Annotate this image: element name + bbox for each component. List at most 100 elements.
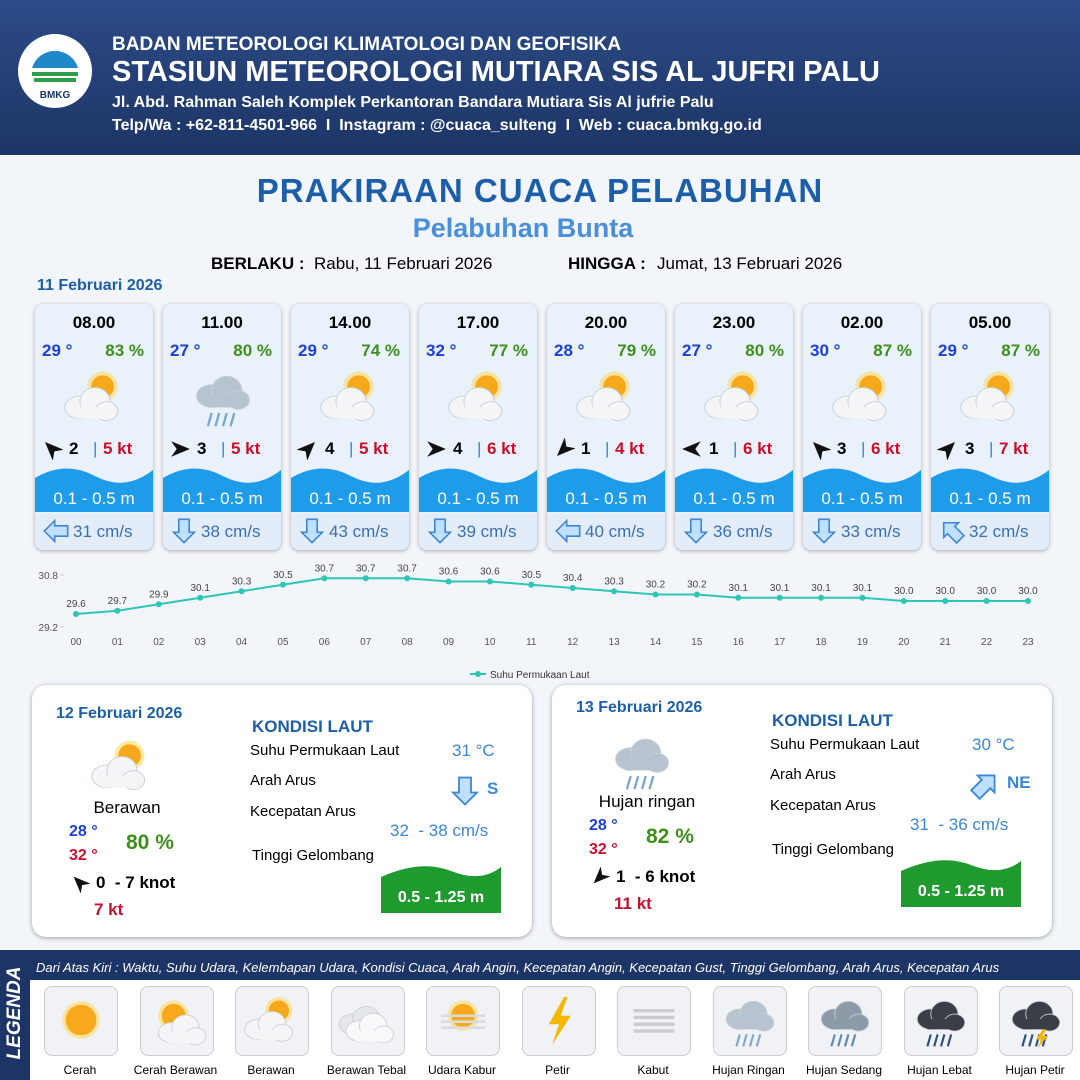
sst-point <box>197 594 204 601</box>
value-label: 30.1 <box>190 583 210 594</box>
date: 13 Februari 2026 <box>576 699 703 716</box>
wave-height: 0.1 - 0.5 m <box>437 489 519 508</box>
separator: | <box>605 439 610 458</box>
cloud <box>344 1012 394 1044</box>
air-temp: 29 ° <box>938 341 969 360</box>
arrow <box>555 518 581 544</box>
time: 14.00 <box>328 313 372 332</box>
speed: 31 - 36 cm/s <box>910 815 1009 834</box>
x-tick-label: 09 <box>443 637 455 648</box>
value-label: 30.7 <box>315 563 335 574</box>
contact: Telp/Wa : +62-811-4501-966 I Instagram :… <box>112 117 762 134</box>
sst-point <box>155 601 162 608</box>
arrow <box>297 441 316 460</box>
separator: | <box>989 439 994 458</box>
gust: 5 kt <box>231 439 261 458</box>
arrow <box>427 518 453 544</box>
sst-point <box>693 591 700 598</box>
x-tick-label: 16 <box>733 637 745 648</box>
wave-height: 0.5 - 1.25 m <box>397 889 485 906</box>
arrow <box>683 518 709 544</box>
weather-icon <box>704 371 759 422</box>
legend-icon-box <box>903 986 978 1056</box>
value-label: 30.0 <box>894 586 914 597</box>
bolt <box>1036 1029 1048 1049</box>
arrow <box>682 441 701 457</box>
arrow <box>427 441 446 457</box>
wave-height: 0.1 - 0.5 m <box>565 489 647 508</box>
weather-icon <box>832 371 887 422</box>
humidity: 80 % <box>126 831 174 854</box>
value-label: 30.7 <box>397 563 417 574</box>
weather-icon <box>338 1005 394 1044</box>
air-temp: 30 ° <box>810 341 841 360</box>
wave <box>291 468 409 512</box>
current-arrow <box>43 518 69 544</box>
current-speed: 36 cm/s <box>713 522 773 541</box>
legend-icon-box <box>235 986 309 1056</box>
value-label: 30.6 <box>439 567 459 578</box>
rain <box>734 1034 741 1047</box>
sst-chart: 29.2 30.8 00 01 02 03 04 05 06 07 08 09 10 11 12 13 14 15… <box>39 563 1039 681</box>
forecast-card: 08.00 29 ° 83 % 2 | 5 kt 0.1 - 0.5 m 31 cm/s <box>35 304 153 550</box>
wave-label: Tinggi Gelombang <box>252 847 375 864</box>
rain <box>1028 1034 1034 1047</box>
cloud <box>64 387 119 422</box>
value-label: 30.5 <box>273 570 293 581</box>
subtitle: Pelabuhan Bunta <box>412 213 634 243</box>
air-temp: 28 ° <box>554 341 585 360</box>
x-tick-label: 12 <box>567 637 579 648</box>
y-tick-label: 30.8 <box>39 571 59 582</box>
legend-label: Cerah <box>63 1063 97 1077</box>
weather-icon <box>157 1000 206 1046</box>
current-arrow <box>683 518 709 544</box>
time: 08.00 <box>72 313 116 332</box>
temp-max: 32 ° <box>69 847 98 864</box>
cloud-part <box>923 1019 958 1030</box>
weather-icon <box>62 1001 100 1039</box>
weather-icon <box>725 1000 774 1047</box>
valid-from-label: BERLAKU : <box>211 254 305 273</box>
x-tick-label: 04 <box>236 637 248 648</box>
cloud-part <box>840 407 879 419</box>
wave <box>901 860 1021 907</box>
separator: | <box>221 439 226 458</box>
x-tick-label: 19 <box>857 637 869 648</box>
humidity: 87 % <box>1001 341 1040 360</box>
direction-arrow <box>171 441 190 457</box>
direction-arrow <box>427 441 446 457</box>
valid-to: Jumat, 13 Februari 2026 <box>657 254 843 273</box>
sst-point <box>1025 598 1031 604</box>
value-label: 30.1 <box>811 583 831 594</box>
day-box: 13 Februari 2026 Hujan ringan 28 ° 32 ° 82 %… <box>552 685 1052 937</box>
header: BMKG BADAN METEOROLOGI KLIMATOLOGI DAN G… <box>0 0 1080 155</box>
legend-label: Berawan <box>247 1063 295 1077</box>
legend-label: Hujan Lebat <box>907 1063 972 1077</box>
separator: | <box>733 439 738 458</box>
current-arrow <box>450 776 480 806</box>
sst-point <box>652 591 659 598</box>
wave-shape <box>547 468 665 512</box>
x-tick-label: 15 <box>691 637 703 648</box>
weather-icon <box>196 375 250 427</box>
sst-point <box>445 578 452 585</box>
direction-arrow <box>556 438 575 457</box>
sea-title: KONDISI LAUT <box>252 717 373 736</box>
weather-icon <box>64 371 119 422</box>
day-box: 12 Februari 2026 Berawan 28 ° 32 ° 80 % 0 - 7… <box>32 685 532 937</box>
condition: Berawan <box>93 798 161 817</box>
temp-max: 32 ° <box>589 841 618 858</box>
wave <box>547 468 665 512</box>
wave-shape <box>291 468 409 512</box>
forecast-card: 23.00 27 ° 80 % 1 | 6 kt 0.1 - 0.5 m 36 cm/s <box>675 304 793 550</box>
bolt <box>548 997 571 1045</box>
legend-label: Hujan Sedang <box>805 1063 883 1077</box>
station: STASIUN METEOROLOGI MUTIARA SIS AL JUFRI… <box>112 56 880 88</box>
wave <box>675 468 793 512</box>
wave-height: 0.1 - 0.5 m <box>821 489 903 508</box>
wave-height: 0.5 - 1.25 m <box>917 883 1005 900</box>
x-tick-label: 02 <box>153 637 165 648</box>
humidity: 83 % <box>105 341 144 360</box>
wave-shape <box>163 468 281 512</box>
legend-label: Cerah Berawan <box>133 1063 218 1077</box>
